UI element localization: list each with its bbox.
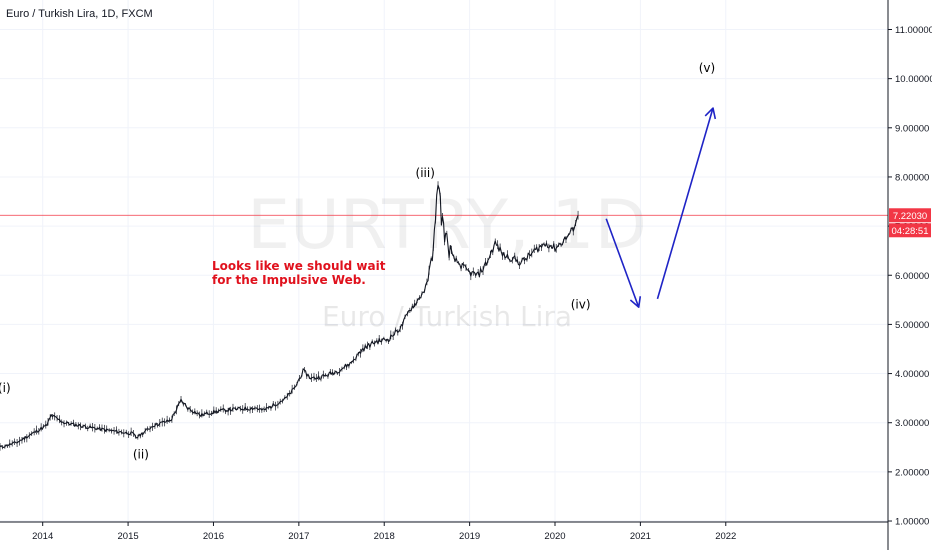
note-line-1: Looks like we should wait xyxy=(212,259,386,273)
x-tick-label: 2020 xyxy=(544,531,565,542)
countdown-tag-label: 04:28:51 xyxy=(892,226,929,237)
x-tick-label: 2021 xyxy=(630,531,651,542)
wave-label: (iii) xyxy=(416,166,435,180)
x-tick-label: 2015 xyxy=(118,531,139,542)
x-tick-label: 2016 xyxy=(203,531,224,542)
y-tick-label: 3.00000 xyxy=(895,418,929,429)
watermark: EURTRY, 1D Euro / Turkish Lira xyxy=(247,186,647,333)
y-tick-label: 5.00000 xyxy=(895,320,929,331)
wave-label: (v) xyxy=(699,61,715,75)
grid xyxy=(0,0,888,522)
projection-arrow-shaft xyxy=(605,218,640,308)
x-tick-label: 2022 xyxy=(715,531,736,542)
chart-title: Euro / Turkish Lira, 1D, FXCM xyxy=(6,8,153,20)
x-tick-label: 2018 xyxy=(374,531,395,542)
x-tick-label: 2014 xyxy=(32,531,53,542)
note-line-2: for the Impulsive Web. xyxy=(212,273,366,287)
watermark-symbol: EURTRY, 1D xyxy=(247,186,647,265)
projection-arrow-shaft xyxy=(656,107,714,300)
projection-arrow-head xyxy=(629,296,642,309)
y-tick-label: 4.00000 xyxy=(895,369,929,380)
last-price-tag xyxy=(889,208,931,223)
watermark-description: Euro / Turkish Lira xyxy=(322,300,572,333)
y-tick-label: 1.00000 xyxy=(895,517,929,528)
price-series xyxy=(0,181,579,451)
wave-label: (iv) xyxy=(571,298,591,312)
x-tick-label: 2017 xyxy=(288,531,309,542)
last-price-tag-label: 7.22030 xyxy=(893,211,927,222)
x-tick-label: 2019 xyxy=(459,531,480,542)
price-series-line xyxy=(0,184,579,448)
countdown-tag xyxy=(889,223,931,238)
analysis-note: Looks like we should wait for the Impuls… xyxy=(212,259,386,287)
projection-arrows xyxy=(605,107,717,309)
y-tick-label: 9.00000 xyxy=(895,123,929,134)
y-tick-label: 11.00000 xyxy=(895,25,932,36)
projection-arrow-head xyxy=(704,107,717,120)
wave-labels: (i) (ii) (iii) (iv) (v) xyxy=(0,61,715,462)
price-tags: 7.22030 04:28:51 xyxy=(889,208,931,238)
y-tick-label: 8.00000 xyxy=(895,172,929,183)
wave-label: (i) xyxy=(0,381,11,395)
y-tick-label: 10.00000 xyxy=(895,74,932,85)
y-tick-label: 2.00000 xyxy=(895,467,929,478)
y-tick-label: 6.00000 xyxy=(895,271,929,282)
wave-label: (ii) xyxy=(133,448,149,462)
